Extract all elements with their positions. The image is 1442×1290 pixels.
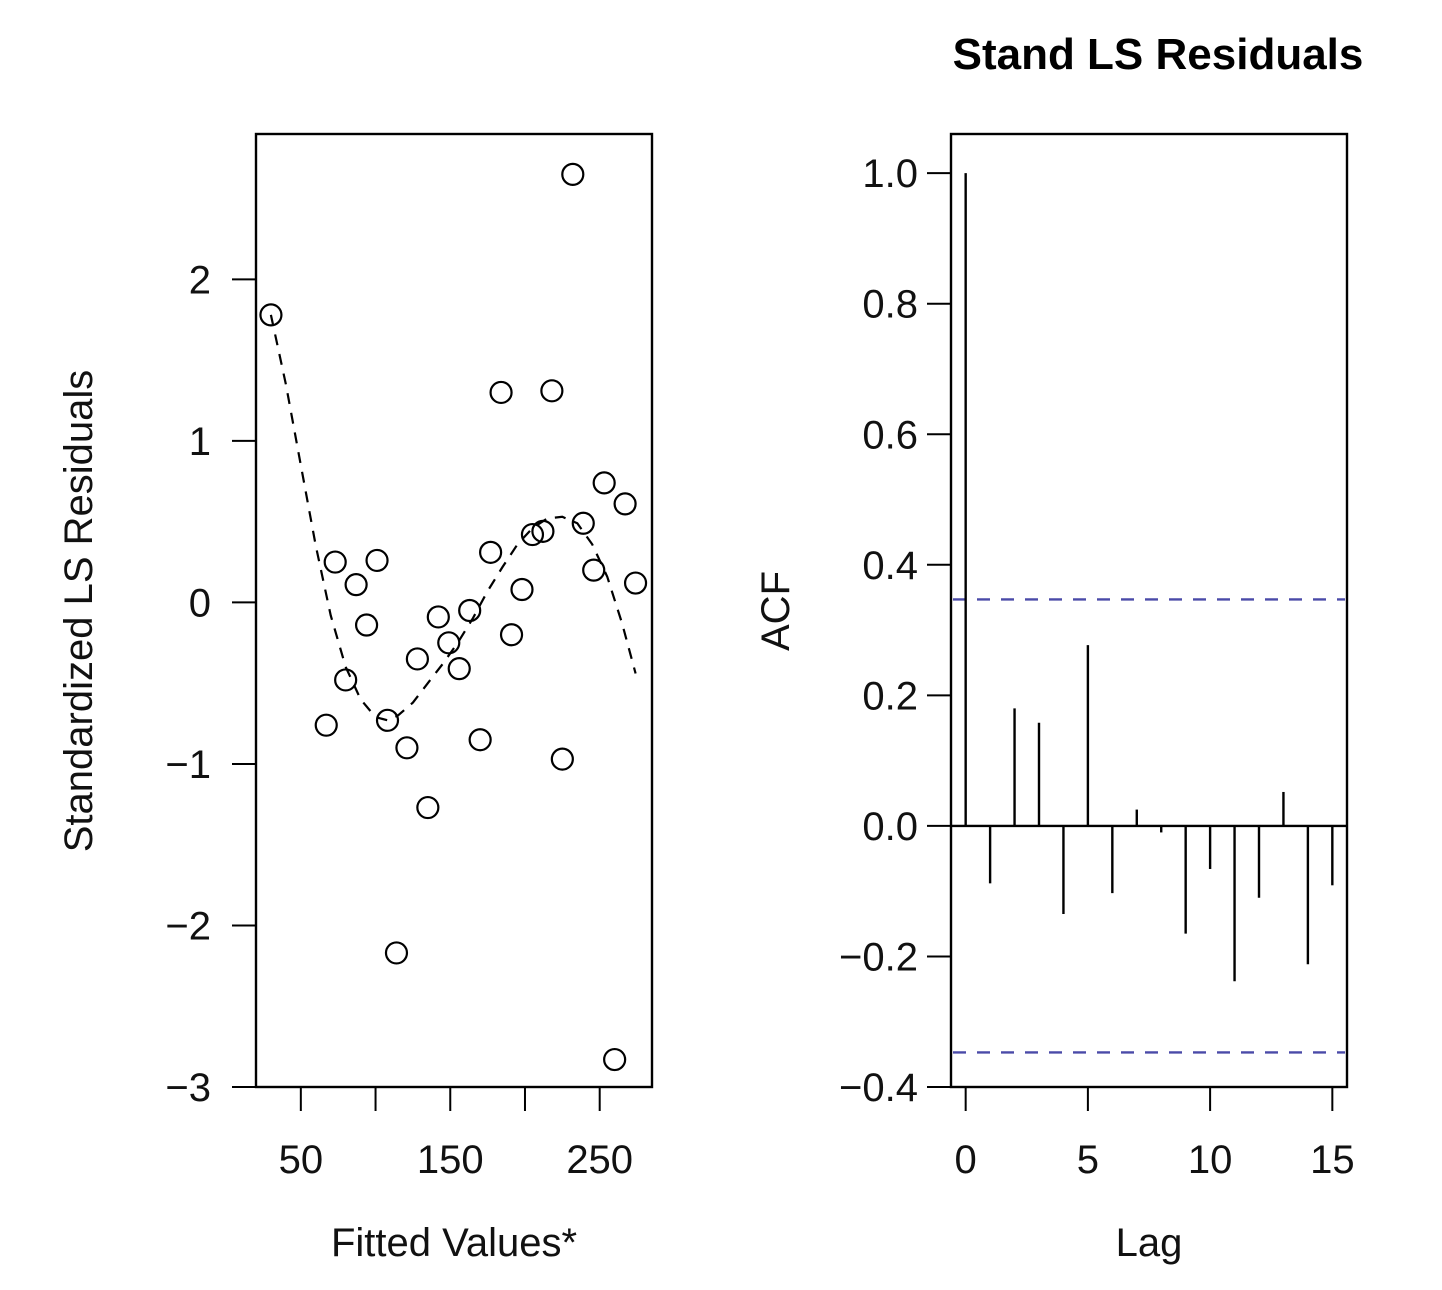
- acf-plot: Stand LS Residuals 0 5 10 15 −0.4 −0.2 0.0 0.2…: [754, 30, 1363, 1265]
- y-tick-label: 2: [189, 258, 211, 302]
- residual-point: [592, 471, 616, 495]
- x-tick-label: 0: [955, 1138, 977, 1182]
- y-tick-label: −0.4: [839, 1066, 918, 1110]
- y-tick-label: −1: [165, 743, 211, 787]
- x-tick-label: 150: [417, 1138, 484, 1182]
- y-axis-label: ACF: [754, 571, 798, 651]
- residual-point: [375, 708, 400, 732]
- residuals-vs-fitted-plot: 50 150 250 −3 −2 −1 0 1 2 Fitted Values* Standa…: [57, 132, 654, 1265]
- residual-point: [468, 728, 492, 752]
- residual-point: [571, 511, 595, 535]
- y-axis-label: Standardized LS Residuals: [57, 370, 101, 853]
- residual-point: [447, 657, 471, 681]
- plot-frame: [949, 132, 1349, 1089]
- residual-point: [510, 577, 534, 602]
- residual-point: [334, 668, 358, 692]
- y-tick-label: 0.0: [862, 805, 918, 849]
- residual-points: [259, 162, 648, 1072]
- residual-point: [426, 605, 450, 629]
- y-tick-label: 0.8: [862, 283, 918, 327]
- residual-point: [323, 550, 347, 574]
- y-tick-label: −3: [165, 1066, 211, 1110]
- residual-point: [489, 380, 513, 405]
- y-axis: −3 −2 −1 0 1 2: [165, 258, 256, 1110]
- residual-point: [479, 540, 503, 564]
- y-tick-label: 0.2: [862, 674, 918, 718]
- y-axis: −0.4 −0.2 0.0 0.2 0.4 0.6 0.8 1.0: [839, 152, 951, 1110]
- residual-point: [520, 522, 545, 547]
- residual-point: [395, 736, 419, 760]
- residual-point: [416, 795, 440, 820]
- residual-point: [550, 747, 574, 771]
- y-tick-label: 0: [189, 581, 211, 625]
- x-tick-label: 5: [1077, 1138, 1099, 1182]
- residual-point: [354, 613, 379, 637]
- chart-title: Stand LS Residuals: [953, 30, 1364, 79]
- acf-bars: [964, 173, 1334, 982]
- x-axis-label: Lag: [1116, 1221, 1183, 1265]
- residual-point: [623, 571, 648, 595]
- residual-point: [314, 713, 338, 737]
- residual-point: [259, 303, 283, 327]
- residual-point: [499, 623, 524, 647]
- residual-point: [561, 162, 585, 186]
- y-tick-label: 1: [189, 420, 211, 464]
- y-tick-label: 0.6: [862, 413, 918, 457]
- residual-point: [603, 1047, 627, 1072]
- residual-point: [531, 519, 555, 543]
- residual-point: [582, 558, 606, 582]
- residual-point: [344, 573, 368, 597]
- plot-frame: [254, 132, 654, 1089]
- x-axis: 0 5 10 15: [955, 1087, 1355, 1182]
- x-tick-label: 50: [279, 1138, 324, 1182]
- x-tick-label: 15: [1310, 1138, 1355, 1182]
- x-axis: 50 150 250: [279, 1087, 633, 1182]
- y-tick-label: −2: [165, 904, 211, 948]
- y-tick-label: 1.0: [862, 152, 918, 196]
- residual-point: [613, 492, 637, 516]
- residual-point: [437, 631, 461, 655]
- x-tick-label: 250: [566, 1138, 633, 1182]
- x-tick-label: 10: [1188, 1138, 1233, 1182]
- y-tick-label: 0.4: [862, 544, 918, 588]
- y-tick-label: −0.2: [839, 935, 918, 979]
- residual-point: [405, 647, 429, 671]
- x-axis-label: Fitted Values*: [331, 1221, 577, 1265]
- residual-point: [365, 548, 389, 573]
- residual-point: [540, 379, 564, 403]
- residual-point: [458, 598, 482, 623]
- residual-point: [384, 941, 409, 965]
